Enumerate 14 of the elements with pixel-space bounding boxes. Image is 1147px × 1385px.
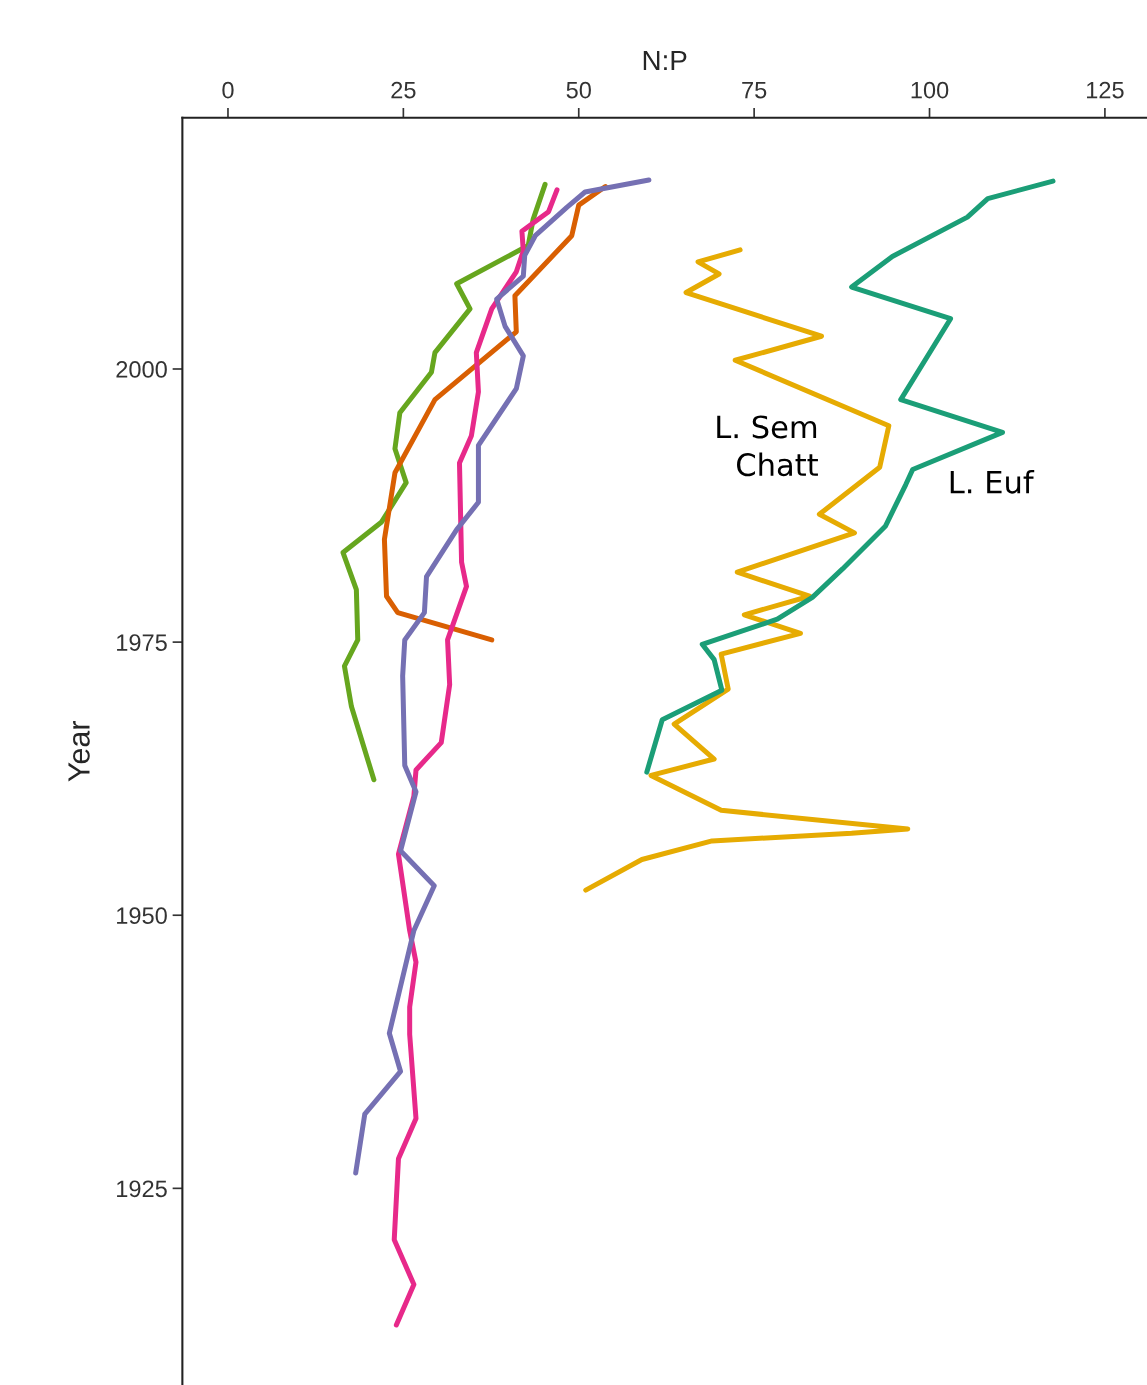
x-tick-label: 75: [742, 82, 767, 99]
x-axis-title: N:P: [643, 50, 687, 71]
y-tick-label: 2000: [116, 361, 167, 378]
series-label: L. Euf: [950, 470, 1035, 494]
x-tick-label: 100: [911, 81, 949, 99]
y-tick-label: 1925: [117, 1180, 167, 1198]
y-tick-label: 1950: [117, 907, 167, 925]
series-label: L. Sem Chatt: [717, 415, 818, 477]
y-tick-label: 1975: [117, 634, 167, 651]
x-tick-label: 0: [222, 81, 234, 99]
x-tick-label: 25: [391, 81, 416, 99]
x-tick-label: 50: [566, 81, 591, 99]
x-tick-label: 125: [1087, 81, 1124, 99]
y-axis-title: Year: [68, 720, 90, 782]
